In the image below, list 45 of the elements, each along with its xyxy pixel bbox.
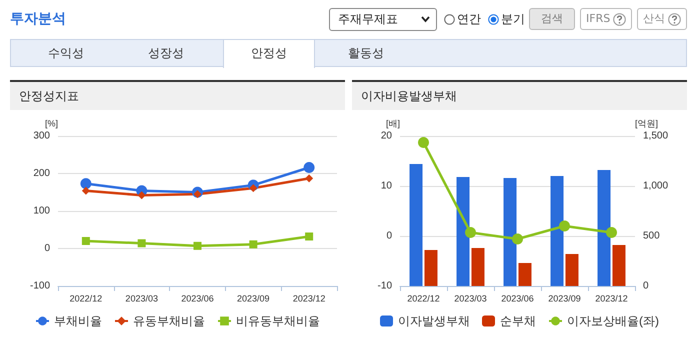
text: 투자분석 — [10, 10, 66, 28]
x-tick-label: 2023/03 — [454, 294, 487, 304]
y-tick-label: 0 — [386, 230, 392, 242]
dropdown-field: 주재무제표 — [329, 8, 437, 31]
text: 연간 — [457, 11, 481, 28]
x-tick-label: 2023/12 — [292, 294, 326, 304]
y-tick-label: 200 — [33, 168, 50, 179]
x-tick-label: 2023/12 — [595, 294, 628, 304]
legend-label: 부채비율 — [54, 314, 102, 328]
x-tick-label: 2023/06 — [181, 294, 214, 304]
y-axis-title: [%] — [44, 118, 58, 128]
x-tick-label: 2023/06 — [501, 294, 534, 304]
y-tick-label: -100 — [30, 280, 50, 292]
chart-title: 안정성지표 — [10, 82, 345, 110]
text: 분기 — [501, 11, 525, 28]
y-tick-label: 300 — [33, 130, 50, 142]
x-tick-label: 2023/03 — [125, 294, 158, 304]
x-tick-label: 2022/12 — [70, 294, 102, 304]
text: 안정성 — [223, 39, 315, 68]
y-tick-label: 100 — [33, 206, 50, 216]
y2-axis-title: [억원] — [635, 118, 658, 128]
text: 산식 — [643, 11, 665, 27]
legend-label: 이자발생부채 — [398, 314, 470, 328]
text: IFRS — [586, 11, 610, 27]
text: 활동성 — [347, 45, 385, 62]
text: 성장성 — [147, 45, 185, 62]
y-tick-label: 10 — [380, 180, 392, 192]
x-tick-label: 2022/12 — [407, 294, 440, 304]
y-tick-label: 20 — [380, 130, 392, 142]
legend-label: 순부채 — [500, 314, 536, 328]
chart-title: 이자비용발생부채 — [352, 82, 687, 110]
y-axis-title: [배] — [386, 118, 400, 128]
y2-tick-label: 500 — [643, 230, 660, 242]
text: 수익성 — [47, 45, 85, 62]
legend-label: 유동부채비율 — [133, 314, 205, 328]
y2-tick-label: 1,500 — [643, 130, 668, 142]
y2-tick-label: 1,000 — [643, 180, 668, 192]
y2-tick-label: 0 — [643, 280, 649, 292]
y-tick-label: 0 — [44, 243, 50, 254]
text: 검색 — [529, 8, 575, 30]
y-tick-label: -10 — [378, 280, 392, 292]
x-tick-label: 2023/09 — [548, 294, 581, 304]
legend-label: 이자보상배율(좌) — [567, 314, 660, 328]
legend-label: 비유동부채비율 — [236, 314, 320, 328]
x-tick-label: 2023/09 — [237, 294, 270, 304]
